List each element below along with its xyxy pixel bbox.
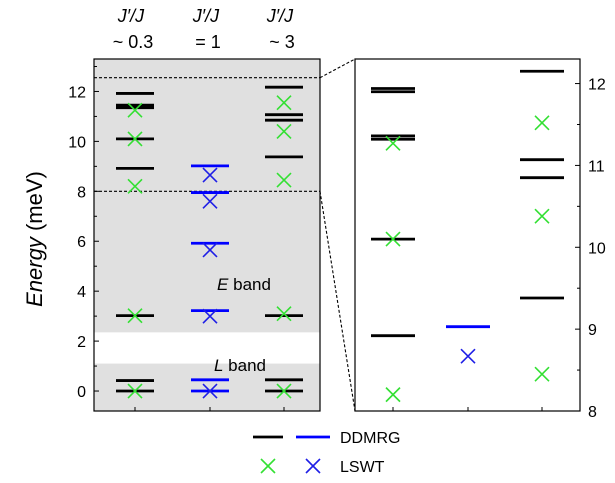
main-plot-frame [93, 58, 321, 412]
lswt-point [202, 167, 218, 183]
e-band-label: E band [217, 275, 271, 294]
lswt-point [127, 131, 143, 147]
zoom-lswt-point [534, 208, 550, 224]
zoom-lswt-point [534, 366, 550, 382]
lswt-point [276, 123, 292, 139]
column-header-ratio: J′/J [266, 6, 294, 26]
zoom-lswt-point [460, 348, 476, 364]
l-band-label: L band [214, 356, 266, 375]
lswt-point [127, 383, 143, 399]
zoom-lswt-point [385, 387, 401, 403]
legend-lswt-green-cross [260, 458, 276, 474]
main-y-tick-label: 2 [77, 334, 86, 351]
legend-lswt-label: LSWT [340, 459, 385, 476]
column-header-value: ~ 3 [269, 32, 295, 52]
zoom-y-tick-label: 12 [588, 77, 606, 94]
main-y-tick-label: 10 [68, 134, 86, 151]
lswt-point [276, 383, 292, 399]
zoom-lswt-point [534, 115, 550, 131]
legend-ddmrg-label: DDMRG [340, 430, 400, 447]
zoom-y-tick-label: 10 [588, 240, 606, 257]
lswt-point [202, 193, 218, 209]
column-header-ratio: J′/J [117, 6, 145, 26]
zoom-connector-top [319, 58, 356, 79]
main-y-tick-label: 4 [77, 284, 86, 301]
lswt-point [276, 95, 292, 111]
lswt-point [202, 308, 218, 324]
y-axis-label: Energy (meV) [22, 171, 47, 307]
column-header-value: ~ 0.3 [113, 32, 154, 52]
main-y-tick-label: 8 [77, 184, 86, 201]
column-header-value: = 1 [195, 32, 221, 52]
lswt-point [202, 383, 218, 399]
zoom-y-tick-label: 11 [588, 158, 605, 175]
column-header-ratio: J′/J [192, 6, 220, 26]
lswt-point [276, 306, 292, 322]
legend-lswt-blue-cross [305, 458, 321, 474]
zoom-y-tick-label: 9 [588, 322, 597, 339]
zoom-lswt-point [385, 231, 401, 247]
lswt-point [276, 172, 292, 188]
lswt-point [127, 178, 143, 194]
lswt-point [127, 308, 143, 324]
main-y-tick-label: 6 [77, 234, 86, 251]
lswt-point [202, 242, 218, 258]
main-y-tick-label: 12 [68, 84, 86, 101]
lswt-point [127, 102, 143, 118]
zoom-lswt-point [385, 135, 401, 151]
main-y-tick-label: 0 [77, 384, 86, 401]
zoom-connector-bottom [319, 191, 356, 412]
zoom-y-tick-label: 8 [588, 404, 597, 421]
